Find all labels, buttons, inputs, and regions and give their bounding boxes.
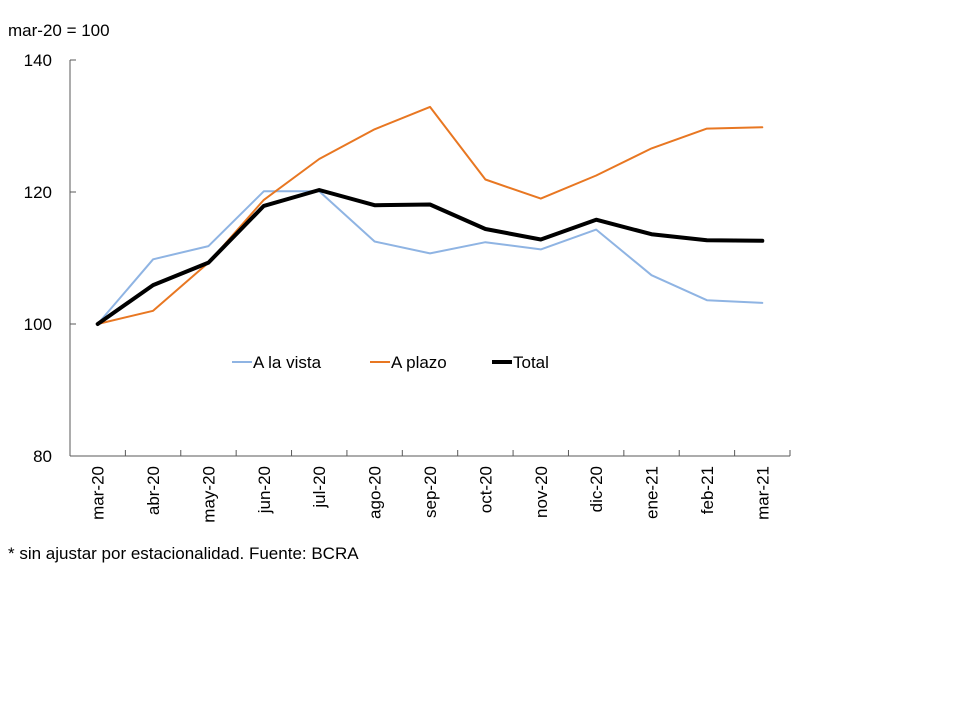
y-tick-label: 120	[24, 183, 52, 202]
x-tick-label: abr-20	[144, 466, 163, 515]
y-tick-label: 140	[24, 51, 52, 70]
x-tick-label: jul-20	[310, 466, 329, 509]
x-tick-label: mar-21	[753, 466, 772, 520]
x-tick-label: ene-21	[643, 466, 662, 519]
y-axis-ticks: 80 100 120 140	[24, 51, 76, 466]
x-tick-label: jun-20	[255, 466, 274, 514]
footnote-source: * sin ajustar por estacionalidad. Fuente…	[8, 544, 359, 563]
x-axis-ticks: mar-20 abr-20 may-20 jun-20 jul-20 ago-20 sep-…	[89, 450, 791, 523]
x-tick-label: nov-20	[532, 466, 551, 518]
x-tick-label: feb-21	[698, 466, 717, 514]
x-tick-label: may-20	[199, 466, 218, 523]
legend: A la vista A plazo Total	[232, 353, 549, 372]
y-tick-label: 80	[33, 447, 52, 466]
x-tick-label: ago-20	[366, 466, 385, 519]
legend-label: A plazo	[391, 353, 447, 372]
axes	[69, 60, 790, 457]
x-tick-label: oct-20	[476, 466, 495, 513]
series-lines	[95, 105, 765, 326]
y-axis-unit-label: mar-20 = 100	[8, 21, 110, 40]
x-tick-label: mar-20	[89, 466, 108, 520]
x-tick-label: sep-20	[421, 466, 440, 518]
series-line-a-la-vista	[96, 190, 764, 325]
series-line-a-plazo	[96, 105, 764, 325]
legend-label: Total	[513, 353, 549, 372]
series-line-total	[95, 188, 765, 326]
y-tick-label: 100	[24, 315, 52, 334]
x-tick-label: dic-20	[587, 466, 606, 512]
legend-label: A la vista	[253, 353, 322, 372]
